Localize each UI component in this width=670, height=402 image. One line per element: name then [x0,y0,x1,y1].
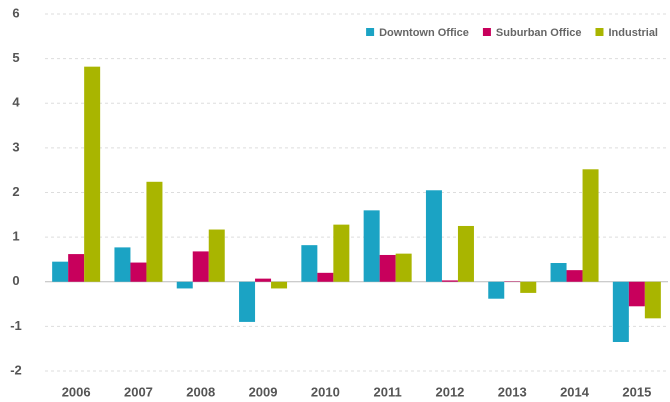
y-tick-label: 4 [12,95,20,110]
bar [208,229,225,282]
y-tick-label: 2 [12,184,19,199]
y-tick-label: 5 [12,50,19,65]
x-tick-label: 2009 [249,384,278,399]
bar [488,281,505,299]
x-tick-label: 2010 [311,384,340,399]
legend-swatch [595,28,604,36]
y-tick-label: 1 [12,229,19,244]
bar [271,281,288,289]
legend-label: Downtown Office [379,27,469,39]
x-tick-label: 2012 [435,384,464,399]
legend-label: Industrial [608,27,658,39]
bar [363,210,380,282]
legend-swatch [482,28,491,36]
legend-label: Suburban Office [496,27,582,39]
bar [457,225,474,282]
x-tick-label: 2006 [62,384,91,399]
bar [441,280,458,282]
y-tick-label: 3 [12,139,19,154]
bar [520,281,537,293]
bar [130,262,147,282]
x-tick-label: 2014 [560,384,590,399]
bar [379,254,396,282]
bar [114,247,131,282]
bar [52,261,69,282]
bar [550,263,567,282]
bar [582,169,599,282]
bar [146,181,163,282]
bar [395,253,412,282]
bar [566,270,583,282]
bar [84,66,101,282]
legend: Downtown Office Suburban Office Industrial [366,27,658,39]
x-tick-label: 2008 [186,384,215,399]
y-tick-label: -2 [10,362,22,377]
bar [644,281,661,319]
bar [333,224,350,282]
y-tick-label: -1 [10,318,22,333]
x-tick-label: 2013 [498,384,527,399]
x-tick-label: 2015 [622,384,651,399]
y-tick-label: 0 [12,273,19,288]
bar [301,245,318,282]
legend-swatch [366,28,375,36]
x-tick-label: 2007 [124,384,153,399]
bar [425,190,442,282]
bar [176,281,193,289]
x-tick-label: 2011 [374,384,402,399]
bar [317,272,334,282]
bar [255,278,272,282]
bar [192,251,209,282]
bar [628,281,645,307]
bar [68,254,85,282]
bar [612,281,629,342]
y-tick-label: 6 [12,5,19,20]
bar [239,281,256,322]
